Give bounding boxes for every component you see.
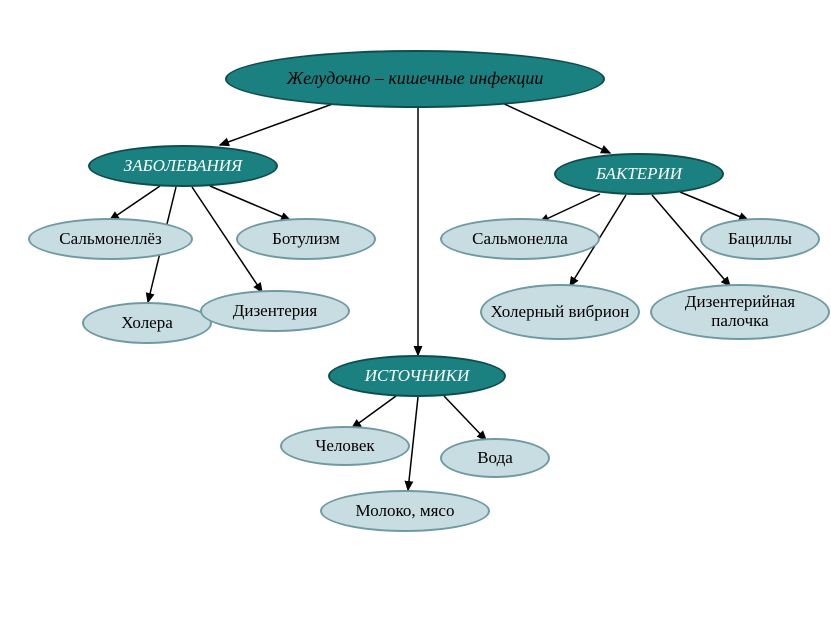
node-label-sources: ИСТОЧНИКИ [365,367,470,386]
node-label-diseases: ЗАБОЛЕВАНИЯ [124,157,242,176]
node-label-chelovek: Человек [315,437,374,456]
node-bacteria: БАКТЕРИИ [554,153,724,195]
edge-root-diseases [220,102,338,145]
node-salmonella: Сальмонелла [440,218,600,260]
node-chelovek: Человек [280,426,410,466]
node-label-holera: Холера [121,314,173,333]
node-dizenteria: Дизентерия [200,290,350,332]
node-label-salmonella: Сальмонелла [472,230,568,249]
node-sources: ИСТОЧНИКИ [328,355,506,397]
edge-sources-voda [444,396,486,440]
node-label-bacteria: БАКТЕРИИ [596,165,682,184]
node-label-voda: Вода [477,449,513,468]
node-holera: Холера [82,302,212,344]
node-salmonellez: Сальмонеллёз [28,218,193,260]
node-label-salmonellez: Сальмонеллёз [59,230,161,249]
node-root: Желудочно – кишечные инфекции [225,50,605,108]
node-moloko: Молоко, мясо [320,490,490,532]
node-label-bacilly: Бациллы [728,230,792,249]
edge-sources-chelovek [352,396,396,428]
node-voda: Вода [440,438,550,478]
node-bacilly: Бациллы [700,218,820,260]
node-label-dizenteria: Дизентерия [233,302,317,321]
node-vibrion: Холерный вибрион [480,284,640,340]
edge-root-bacteria [500,102,610,153]
node-label-root: Желудочно – кишечные инфекции [287,69,544,89]
edge-bacteria-salmonella [540,194,600,222]
node-label-vibrion: Холерный вибрион [491,303,630,322]
edge-diseases-salmonellez [110,186,160,220]
edge-diseases-botulism [210,186,290,220]
node-botulism: Ботулизм [236,218,376,260]
node-label-botulism: Ботулизм [272,230,340,249]
node-label-moloko: Молоко, мясо [356,502,455,521]
edge-bacteria-bacilly [680,192,748,220]
node-dpaloch: Дизентерийная палочка [650,284,830,340]
node-diseases: ЗАБОЛЕВАНИЯ [88,145,278,187]
node-label-dpaloch: Дизентерийная палочка [660,293,820,330]
